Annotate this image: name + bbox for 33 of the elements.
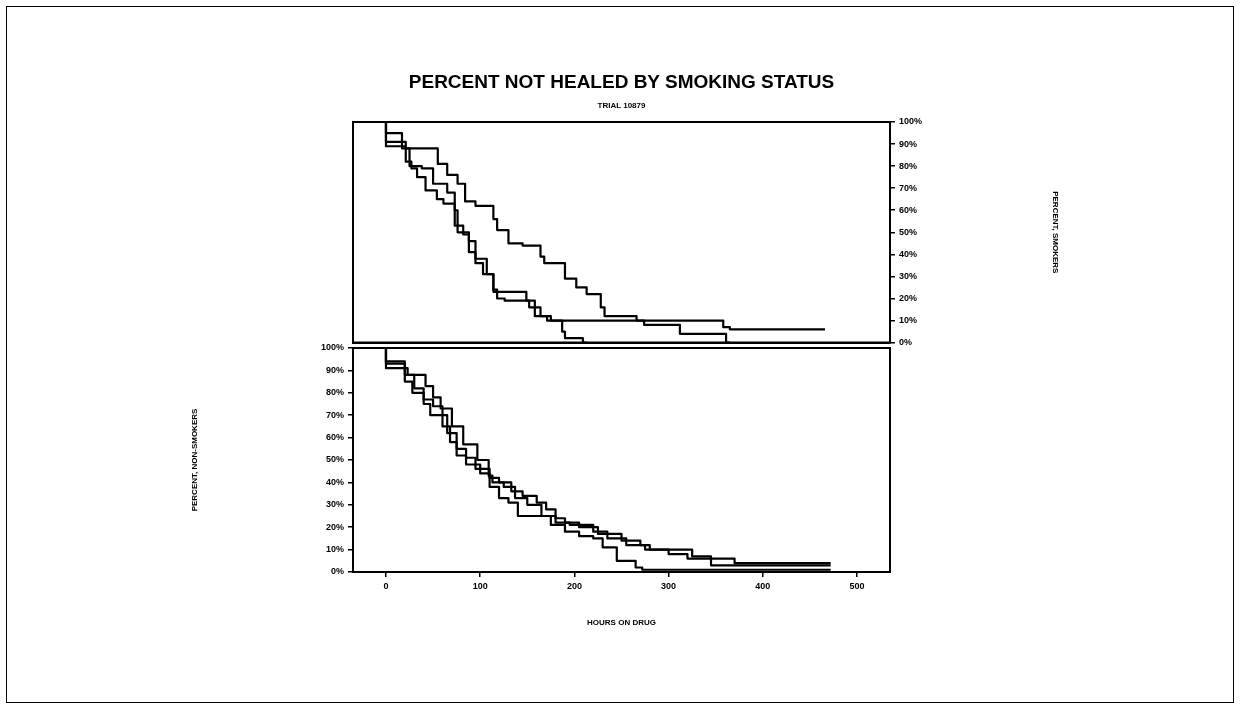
x-tick-label: 200 (566, 580, 582, 591)
x-tick-label: 0 (383, 580, 389, 591)
y-tick-label: 100% (320, 342, 344, 353)
y-tick-label: 20% (325, 521, 344, 532)
y2-tick-label: 50% (899, 226, 918, 237)
y2-tick-label: 90% (899, 138, 918, 149)
y2-tick-label: 60% (899, 204, 918, 215)
chart-title: PERCENT NOT HEALED BY SMOKING STATUS (408, 71, 835, 93)
y-tick-label: 60% (325, 432, 344, 443)
y2-tick-label: 0% (899, 337, 913, 348)
x-tick-label: 500 (849, 580, 865, 591)
x-tick-label: 400 (755, 580, 771, 591)
y-tick-label: 70% (325, 409, 344, 420)
y2-tick-label: 10% (899, 315, 918, 326)
y-tick-label: 50% (325, 454, 344, 465)
y-axis-title: PERCENT, NON-SMOKERS (190, 408, 199, 512)
y2-tick-label: 70% (899, 182, 918, 193)
y2-tick-label: 100% (899, 116, 923, 127)
y2-axis-title: PERCENT, SMOKERS (1051, 191, 1060, 275)
y-tick-label: 30% (325, 499, 344, 510)
x-tick-label: 300 (661, 580, 677, 591)
y2-tick-label: 80% (899, 160, 918, 171)
y2-tick-label: 20% (899, 292, 918, 303)
y-tick-label: 10% (325, 544, 344, 555)
y2-tick-label: 40% (899, 248, 918, 259)
y-tick-label: 0% (330, 566, 344, 577)
x-tick-label: 100 (472, 580, 488, 591)
y-tick-label: 90% (325, 364, 344, 375)
y-tick-label: 80% (325, 387, 344, 398)
x-axis-title: HOURS ON DRUG (587, 618, 656, 628)
y2-tick-label: 30% (899, 270, 918, 281)
chart-subtitle: TRIAL 10879 (597, 101, 646, 111)
y-tick-label: 40% (325, 476, 344, 487)
